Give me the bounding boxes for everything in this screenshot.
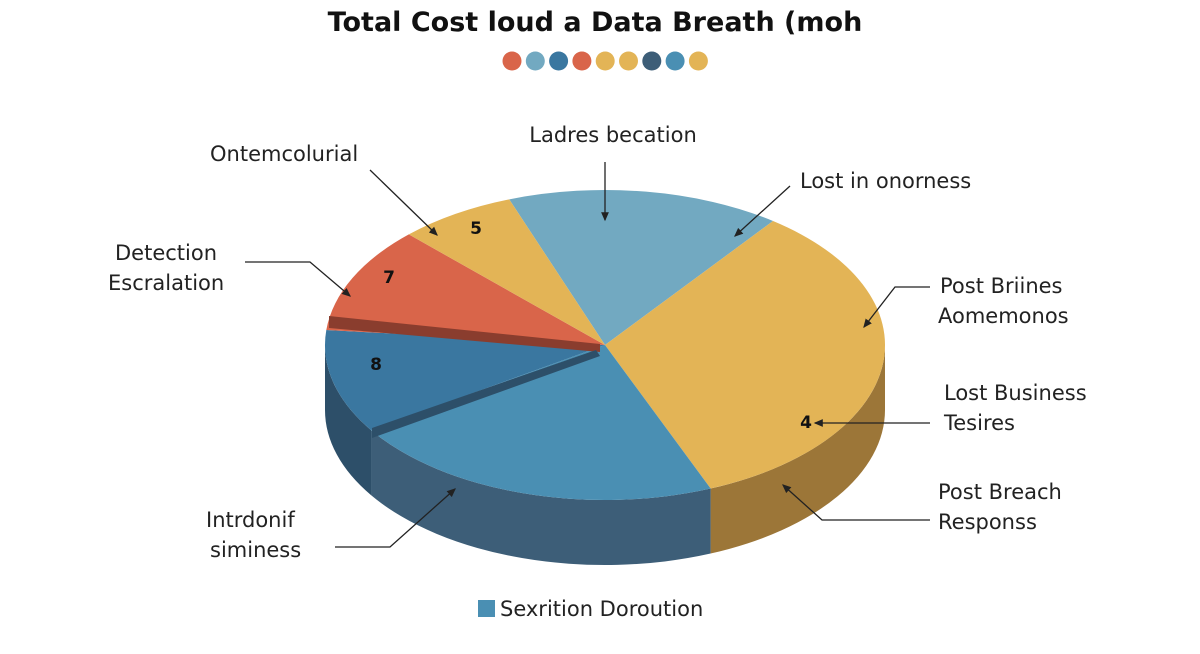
pie-side-walls xyxy=(325,345,885,565)
label-tesires: Tesires xyxy=(943,411,1015,435)
leader-lines xyxy=(245,162,930,548)
title-dot xyxy=(619,51,638,71)
title-dot xyxy=(595,51,615,71)
blue-slice-gap xyxy=(372,350,600,438)
pie-slice xyxy=(325,329,605,431)
label-post-briines: Post Briines xyxy=(940,274,1063,298)
slice-side-wall xyxy=(325,345,372,496)
red-slice-edge xyxy=(329,316,600,352)
pie-slices xyxy=(325,190,886,500)
label-ontemcolurial: Ontemcolurial xyxy=(210,142,358,166)
title-dot xyxy=(642,51,662,71)
data-label-8: 8 xyxy=(370,355,382,375)
label-lost-business: Lost Business xyxy=(944,381,1087,405)
data-label-4: 4 xyxy=(800,413,812,433)
legend-swatch xyxy=(478,600,495,617)
title-dot xyxy=(665,51,685,71)
title-dot xyxy=(549,51,569,71)
pie-slice xyxy=(326,234,605,345)
title-color-dots xyxy=(502,51,708,71)
pie-slice xyxy=(408,199,605,345)
label-responss: Responss xyxy=(938,510,1037,534)
label-siminess: siminess xyxy=(210,538,301,562)
label-intrdonif: Intrdonif xyxy=(206,508,295,532)
data-label-5: 5 xyxy=(470,219,482,239)
pie-slice xyxy=(509,190,774,345)
label-lost-in-onorness: Lost in onorness xyxy=(800,169,971,193)
label-post-breach: Post Breach xyxy=(938,480,1062,504)
label-aomemonos: Aomemonos xyxy=(938,304,1069,328)
chart-title: Total Cost loud a Data Breath (moh xyxy=(328,7,863,38)
label-detection: Detection xyxy=(115,241,217,265)
slice-side-wall xyxy=(710,345,885,554)
title-dot xyxy=(525,51,545,71)
title-dot xyxy=(502,51,522,71)
legend-label: Sexrition Doroution xyxy=(500,597,703,621)
data-label-7: 7 xyxy=(383,268,395,288)
pie-slice xyxy=(371,345,711,500)
title-dot xyxy=(688,51,708,71)
title-dot xyxy=(572,51,592,71)
label-ladres-becation: Ladres becation xyxy=(529,123,697,147)
slice-side-wall xyxy=(371,430,711,565)
label-escralation: Escralation xyxy=(108,271,224,295)
